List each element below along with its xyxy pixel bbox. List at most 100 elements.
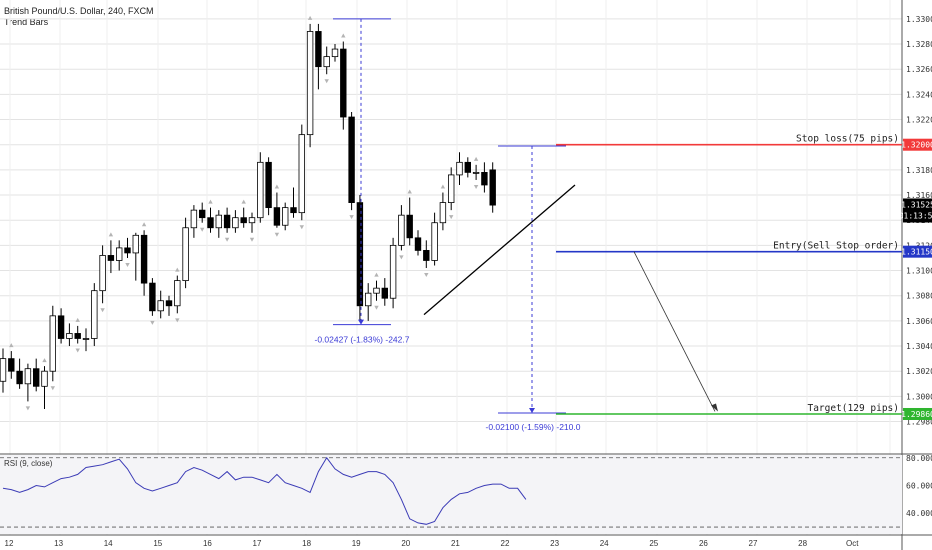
candle-bear <box>8 358 15 372</box>
candle-bear <box>124 247 131 254</box>
measure-label-1: -0.02427 (-1.83%) -242.7 <box>315 335 410 345</box>
candle-bull <box>66 333 73 339</box>
time-tick-label: 26 <box>699 539 708 548</box>
candle <box>447 167 455 220</box>
stop-price-tag <box>903 138 932 151</box>
candle-bull <box>174 280 181 307</box>
candle-bull <box>99 255 106 292</box>
candle <box>481 162 488 193</box>
price-tick-label: 1.30800 <box>906 292 932 301</box>
candle-bull <box>431 222 438 261</box>
candle <box>165 295 173 316</box>
time-tick-label: 13 <box>54 539 63 548</box>
candle <box>356 195 364 321</box>
candle <box>406 189 413 246</box>
time-tick-label: 12 <box>5 539 14 548</box>
current-price-text: 1.31525 <box>901 200 932 209</box>
candle <box>456 152 463 185</box>
time-tick-label: 25 <box>649 539 658 548</box>
time-tick-label: 27 <box>749 539 758 548</box>
trend-arrow-up <box>241 199 246 204</box>
candle-bear <box>140 234 148 284</box>
candle <box>99 245 106 313</box>
time-tick-label: 14 <box>104 539 113 548</box>
candle-bear <box>481 171 488 186</box>
price-tick-label: 1.30400 <box>906 342 932 351</box>
projection-arrowhead <box>711 403 718 412</box>
candle-bear <box>356 202 364 307</box>
rsi-tick-label: 40.0000 <box>906 509 932 518</box>
candle <box>364 283 372 321</box>
chart-title: British Pound/U.S. Dollar, 240, FXCM <box>4 6 154 16</box>
target-label: Target(129 pips) <box>807 403 899 414</box>
trend-arrow-down <box>224 237 230 242</box>
price-tick-label: 1.31000 <box>906 267 932 276</box>
trend-arrow-down <box>249 237 255 242</box>
trend-arrow-down <box>25 406 31 411</box>
target-price-text: 1.29860 <box>901 410 932 419</box>
candle-bull <box>24 368 32 385</box>
candle-bear <box>16 370 23 385</box>
trend-arrow-down <box>399 255 404 260</box>
price-tick-label: 1.29800 <box>906 418 932 427</box>
trend-arrow-up <box>208 199 213 204</box>
candle-bull <box>215 214 222 229</box>
candle <box>74 317 81 353</box>
candle <box>423 240 430 278</box>
candle <box>265 157 272 216</box>
candle-bull <box>232 217 239 229</box>
candle-bull <box>257 161 264 219</box>
trend-arrow-up <box>108 232 114 237</box>
price-tick-label: 1.31600 <box>906 191 932 200</box>
current-price-tag <box>903 198 932 223</box>
target-price-tag <box>903 407 932 420</box>
candle <box>472 156 480 189</box>
candle <box>340 33 347 130</box>
candle-bear <box>423 250 430 261</box>
candle <box>24 363 32 411</box>
candle-bull <box>41 370 48 387</box>
candle-bear <box>381 287 388 299</box>
trend-arrow-down <box>349 215 354 220</box>
trend-arrow-down <box>125 262 130 267</box>
candle <box>306 15 314 148</box>
candle-bull <box>472 171 480 174</box>
candle <box>398 205 405 260</box>
price-tick-label: 1.32600 <box>906 65 932 74</box>
time-tick-label: 17 <box>253 539 262 548</box>
rsi-background <box>0 455 902 534</box>
candle <box>124 237 131 267</box>
trend-arrow-up <box>473 156 479 161</box>
measure-arrowhead <box>529 407 535 413</box>
candle-bear <box>414 237 422 251</box>
candle <box>290 187 297 218</box>
candle-bear <box>315 31 322 68</box>
candle-bear <box>223 214 231 229</box>
trend-arrow-up <box>42 358 47 363</box>
candle-bull <box>298 134 305 214</box>
countdown-text: 01:13:54 <box>899 211 932 220</box>
candle <box>273 184 281 237</box>
candle-bear <box>165 300 173 307</box>
candle <box>57 308 65 344</box>
candle-bull <box>190 209 198 229</box>
trend-arrow-up <box>407 189 412 194</box>
candle <box>107 232 115 274</box>
candle-bear <box>207 217 214 229</box>
trend-arrow-up <box>141 222 147 227</box>
time-tick-label: 28 <box>798 539 807 548</box>
candle-bull <box>456 161 463 176</box>
candle-bear <box>406 214 413 239</box>
candle <box>198 202 206 232</box>
trend-arrow-up <box>341 33 346 38</box>
candle-bull <box>364 292 372 307</box>
candle-bull <box>389 244 397 299</box>
trend-arrow-down <box>100 308 105 313</box>
entry-price-text: 1.31150 <box>901 248 932 257</box>
trend-arrow-up <box>307 15 313 20</box>
candle-bull <box>49 315 56 372</box>
candle-bear <box>348 116 355 203</box>
candle-bear <box>340 48 347 118</box>
price-tick-label: 1.32400 <box>906 90 932 99</box>
